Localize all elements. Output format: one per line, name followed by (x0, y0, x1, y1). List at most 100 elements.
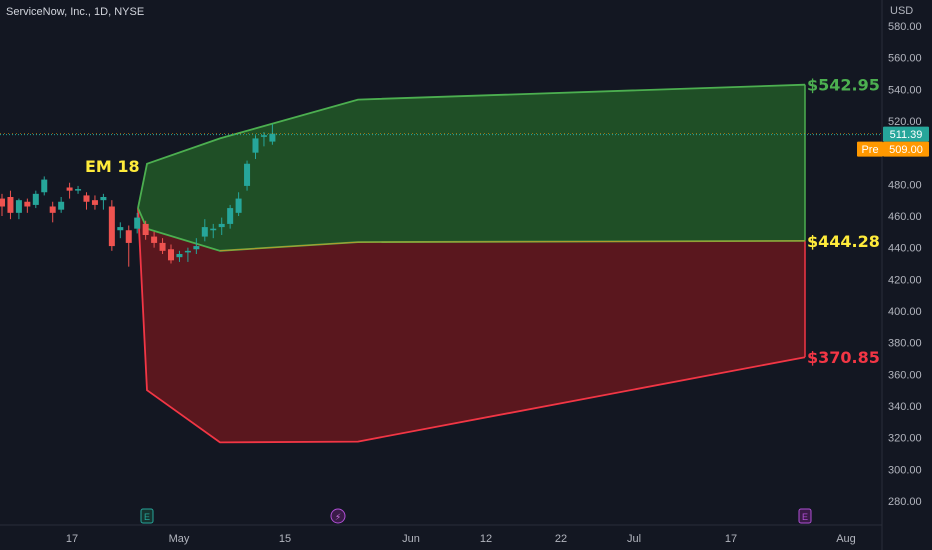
candle-body (218, 223, 225, 228)
candle-body (142, 223, 149, 235)
candle-body (235, 198, 242, 213)
candle (210, 223, 217, 239)
time-tick-label: Jun (402, 533, 420, 545)
mid-bound-accent-line (219, 240, 806, 252)
price-tick-label: 340.00 (888, 401, 922, 413)
price-tick-label: 560.00 (888, 53, 922, 65)
candle (91, 195, 98, 210)
dividend-icon: ⚡ (330, 508, 346, 524)
lower-zone-fill (138, 208, 805, 443)
price-tick-label: 540.00 (888, 84, 922, 96)
candle-body (193, 246, 200, 250)
time-tick-label: 22 (555, 533, 567, 545)
premarket-price-tag: 509.00 (889, 144, 923, 156)
time-tick-label: May (169, 533, 190, 545)
time-tick-label: 17 (66, 533, 78, 545)
time-tick-label: Jul (627, 533, 641, 545)
candle (0, 193, 5, 216)
price-axis-currency: USD (890, 5, 913, 17)
candle (159, 238, 166, 254)
last-price-tag: 511.39 (890, 129, 923, 141)
premarket-price-tag-bg (883, 141, 929, 157)
price-tick-label: 300.00 (888, 464, 922, 476)
level-labels: EM 18 $542.95 $444.28 $370.85 (85, 76, 880, 367)
candle (218, 217, 225, 235)
candle (24, 198, 31, 213)
earnings-icon-box (140, 508, 154, 524)
candle (184, 247, 191, 262)
candle (32, 190, 39, 209)
candle (58, 197, 65, 213)
candle (75, 185, 82, 194)
last-price-tag-bg (883, 126, 929, 142)
candle (134, 212, 141, 234)
candle (201, 219, 208, 242)
premarket-badge: Pre (861, 144, 878, 156)
candle-body (15, 200, 22, 213)
candle-body (252, 138, 259, 153)
candle-body (176, 254, 183, 258)
price-tick-label: 520.00 (888, 116, 922, 128)
price-tick-label: 480.00 (888, 179, 922, 191)
candle (260, 132, 267, 147)
price-tick-label: 380.00 (888, 338, 922, 350)
candle-body (100, 197, 107, 201)
candle (142, 220, 149, 240)
upper-zone-fill (138, 84, 805, 251)
price-axis[interactable]: USD 280.00 300.00 320.00 340.00 360.00 380.00 4… (857, 0, 929, 550)
candle (100, 193, 107, 210)
time-axis[interactable]: 17 May 15 Jun 12 22 Jul 17 Aug (0, 524, 882, 545)
candle-body (75, 189, 82, 191)
candle-body (41, 179, 48, 193)
candle-body (269, 133, 276, 142)
candle-body (151, 236, 158, 243)
candle-body (24, 201, 31, 207)
price-tick-label: 440.00 (888, 243, 922, 255)
em-label: EM 18 (85, 157, 140, 176)
dividend-icon-glyph: ⚡ (335, 513, 341, 523)
price-tick-label: 320.00 (888, 433, 922, 445)
expected-move-zones (137, 83, 806, 444)
candle (83, 192, 90, 210)
price-tick-label: 420.00 (888, 274, 922, 286)
chart-title: ServiceNow, Inc., 1D, NYSE (6, 6, 145, 18)
candle-body (0, 198, 5, 207)
candle-body (125, 230, 132, 243)
candles-layer (0, 124, 276, 267)
price-tick-label: 280.00 (888, 496, 922, 508)
price-tick-label: 360.00 (888, 369, 922, 381)
earnings-icon: E (798, 508, 812, 524)
candle-body (201, 227, 208, 237)
earnings-icon-box (798, 508, 812, 524)
premarket-badge-bg (857, 141, 883, 157)
candle (244, 160, 251, 191)
candle-body (159, 242, 166, 251)
candle (41, 176, 48, 196)
candle (235, 192, 242, 216)
candle (269, 124, 276, 145)
candle-body (227, 208, 234, 224)
candle (168, 244, 174, 264)
earnings-icon-glyph: E (144, 512, 150, 522)
candle-body (7, 197, 14, 213)
price-tick-label: 400.00 (888, 306, 922, 318)
candle (151, 231, 158, 248)
time-tick-label: 17 (725, 533, 737, 545)
earnings-icon: E (140, 508, 154, 524)
candle-body (117, 227, 124, 231)
candle-body (91, 200, 98, 205)
candle (252, 135, 259, 159)
candle-body (134, 217, 141, 229)
event-markers: E ⚡ E (140, 508, 812, 524)
earnings-icon-glyph: E (802, 512, 808, 522)
upper-bound-line (137, 83, 806, 209)
candle-body (83, 195, 90, 202)
candle-body (49, 206, 56, 213)
time-tick-label: Aug (836, 533, 856, 545)
candle (15, 198, 22, 220)
candle-body (168, 249, 174, 261)
candle-body (184, 250, 191, 253)
time-tick-label: 12 (480, 533, 492, 545)
candle (66, 182, 73, 199)
